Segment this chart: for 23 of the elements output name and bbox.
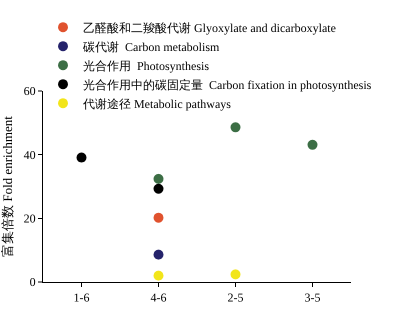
- y-tick-label: 60: [24, 84, 36, 98]
- y-tick-label: 0: [30, 275, 36, 290]
- point: [76, 152, 86, 163]
- legend-label: 乙醛酸和二羧酸代谢 Glyoxylate and dicarboxylate: [83, 20, 336, 35]
- point: [154, 250, 164, 260]
- point: [154, 174, 164, 184]
- y-tick-label: 40: [24, 148, 36, 162]
- legend-label: 光合作用 Photosynthesis: [83, 58, 210, 73]
- x-tick-label: 1-6: [74, 290, 90, 304]
- x-tick-label: 4-6: [150, 290, 166, 304]
- y-axis-title: 富集倍数 Fold enrichment: [0, 116, 15, 257]
- point: [154, 184, 164, 194]
- legend-label: 光合作用中的碳固定量 Carbon fixation in photosynthesis: [83, 78, 372, 92]
- point: [308, 140, 318, 150]
- legend-label: 碳代谢 Carbon metabolism: [82, 40, 220, 54]
- point: [154, 212, 164, 223]
- x-tick-label: 3-5: [304, 290, 320, 304]
- point: [230, 269, 240, 280]
- point: [230, 122, 240, 132]
- point: [154, 270, 164, 281]
- y-tick-label: 20: [24, 212, 36, 226]
- x-tick-label: 2-5: [228, 290, 244, 304]
- legend-label: 代谢途径 Metabolic pathways: [82, 96, 232, 111]
